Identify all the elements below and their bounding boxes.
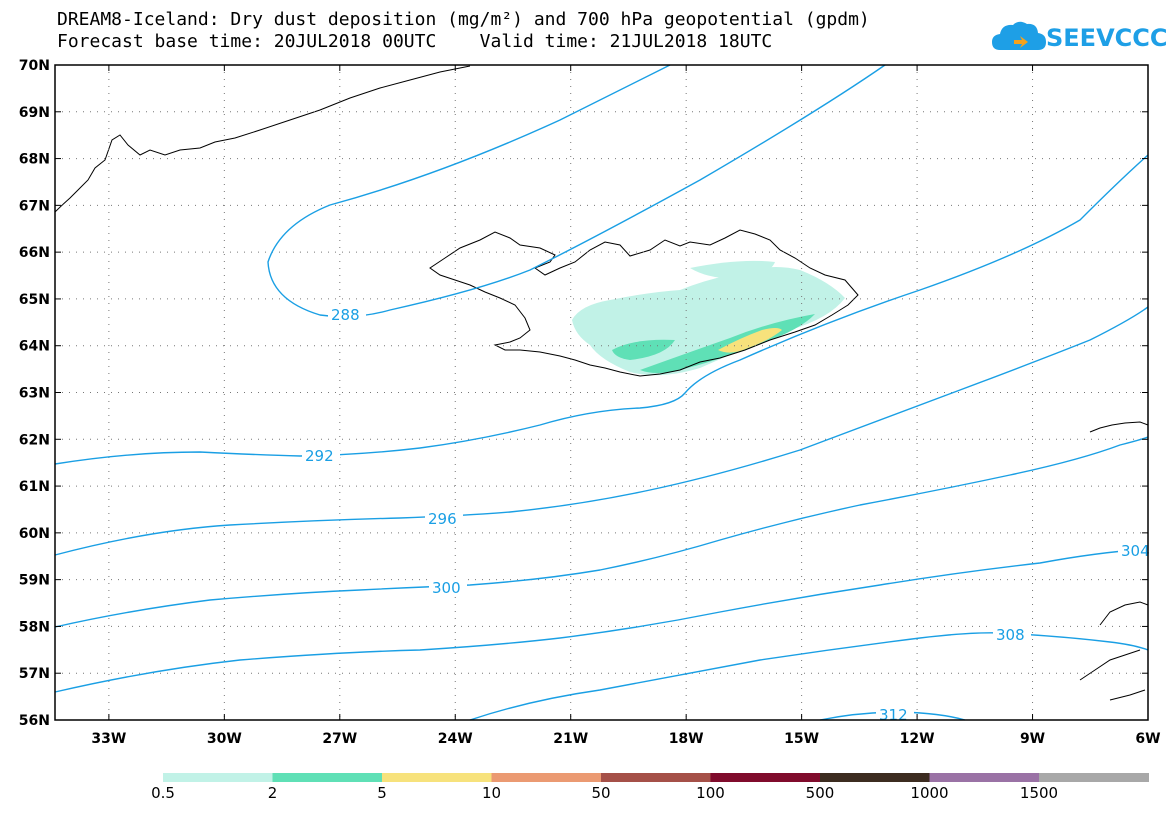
lat-label: 58N [19,619,50,635]
longitude-axis: 33W 30W 27W 24W 21W 18W 15W 12W 9W 6W [91,65,1161,747]
lon-label: 27W [322,731,357,747]
contour-label-312: 312 [879,706,908,724]
lon-label: 12W [900,731,935,747]
contour-304 [54,548,1149,693]
map-gridlines [55,65,1148,720]
lat-label: 70N [19,58,50,74]
contour-label-308: 308 [996,626,1025,644]
contour-label-296: 296 [428,510,457,528]
legend-swatch [929,773,1040,782]
seevccc-logo: SEEVCCC [990,18,1168,58]
legend-label: 5 [377,784,387,802]
lat-label: 57N [19,666,50,682]
contour-label-300: 300 [432,579,461,597]
lon-label: 30W [207,731,242,747]
contour-labels: 288 292 296 300 304 308 312 [302,305,1150,724]
lon-label: 6W [1135,731,1160,747]
lat-label: 68N [19,152,50,168]
faroe-coast [1089,421,1149,433]
lat-label: 64N [19,339,50,355]
lat-label: 60N [19,526,50,542]
logo-text: SEEVCCC [1046,24,1168,52]
legend-label: 1000 [910,784,948,802]
contour-label-304: 304 [1121,542,1150,560]
contour-292 [54,154,1149,465]
legend-swatch [820,773,930,782]
forecast-times: Forecast base time: 20JUL2018 00UTC Vali… [57,31,773,52]
legend-label: 0.5 [151,784,175,802]
greenland-coast [54,65,471,213]
iceland-coast [429,229,859,377]
lat-label: 62N [19,432,50,448]
contour-308 [469,632,1149,721]
geopotential-contours [54,64,1149,721]
legend-label: 10 [482,784,501,802]
scotland-coast [1079,601,1149,701]
legend-swatch [272,773,383,782]
lon-label: 24W [438,731,473,747]
lat-label: 63N [19,386,50,402]
lon-label: 9W [1020,731,1045,747]
legend-swatch [491,773,602,782]
cloud-icon [992,21,1046,50]
lat-label: 56N [19,713,50,729]
lat-label: 59N [19,573,50,589]
contour-label-292: 292 [305,447,334,465]
lat-label: 69N [19,105,50,121]
contour-296 [54,306,1149,556]
legend-swatch [601,773,711,782]
legend-swatch [382,773,492,782]
legend-label: 1500 [1020,784,1058,802]
legend-swatch [710,773,821,782]
lat-label: 67N [19,198,50,214]
lon-label: 15W [784,731,819,747]
latitude-axis: 70N 69N 68N 67N 66N 65N 64N 63N 62N 61N 60N 59N 58N 5… [19,58,1148,729]
deposition-legend: 0.5 2 5 10 50 100 500 1000 1500 [151,773,1149,802]
contour-288 [267,64,886,318]
coastlines [54,65,1149,701]
lat-label: 66N [19,245,50,261]
lon-label: 21W [553,731,588,747]
contour-300 [54,436,1149,628]
legend-label: 500 [806,784,835,802]
legend-label: 2 [268,784,278,802]
legend-swatch [163,773,273,782]
lat-label: 65N [19,292,50,308]
dust-deposition-field [572,260,845,376]
lat-label: 61N [19,479,50,495]
map-title: DREAM8-Iceland: Dry dust deposition (mg/… [57,9,870,30]
legend-swatch [1039,773,1149,782]
lon-label: 33W [91,731,126,747]
lon-label: 18W [669,731,704,747]
legend-label: 100 [696,784,725,802]
contour-label-288: 288 [331,306,360,324]
legend-label: 50 [591,784,610,802]
